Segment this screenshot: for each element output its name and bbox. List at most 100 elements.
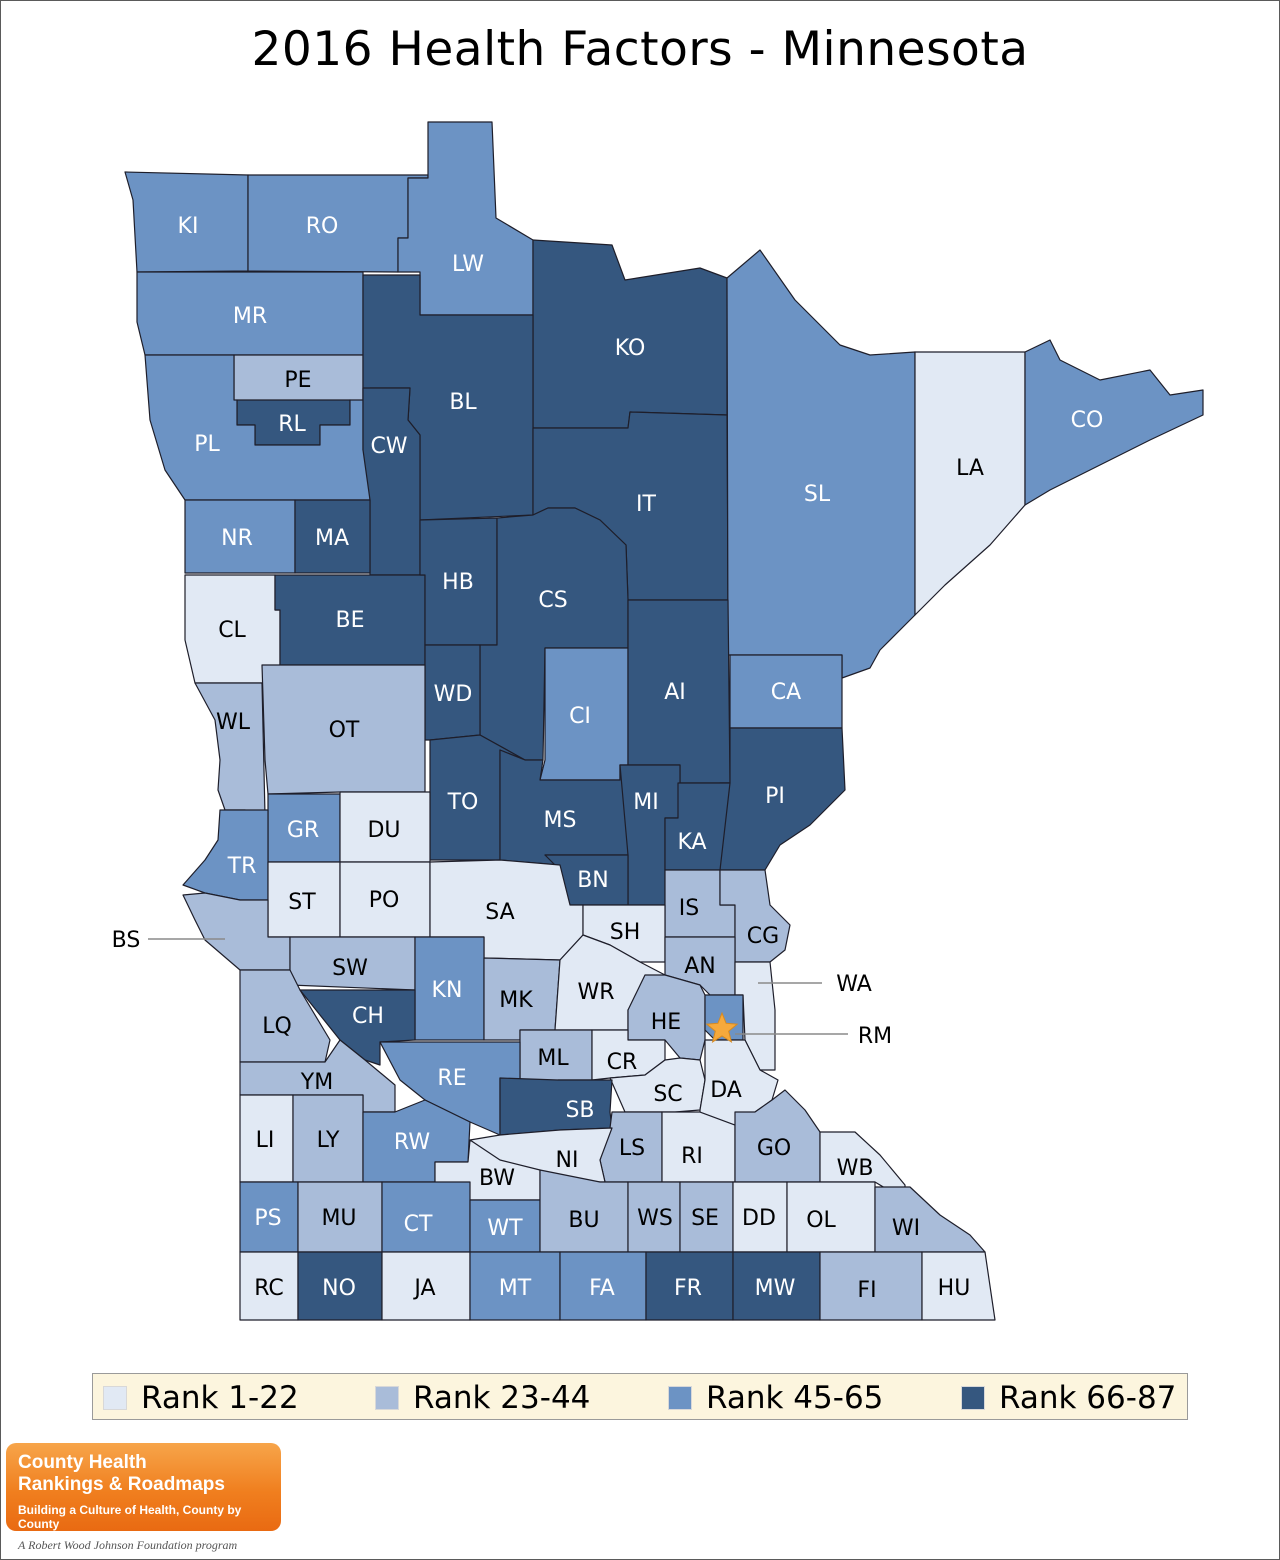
county-label-kn: KN <box>432 978 463 1003</box>
county-label-ma: MA <box>315 526 349 551</box>
legend-item-rank-66-87: Rank 66-87 <box>961 1374 1176 1421</box>
county-label-sl: SL <box>804 482 831 507</box>
county-label-wt: WT <box>487 1216 523 1241</box>
logo-line-2: Rankings & Roadmaps <box>18 1474 225 1495</box>
county-label-ja: JA <box>412 1276 435 1301</box>
county-label-rw: RW <box>394 1130 430 1155</box>
county-label-cr: CR <box>607 1050 638 1075</box>
county-label-co: CO <box>1071 408 1104 433</box>
county-label-ws: WS <box>637 1206 673 1231</box>
county-label-rc: RC <box>254 1276 284 1301</box>
county-label-rm: RM <box>858 1024 892 1049</box>
county-label-be: BE <box>336 608 365 633</box>
logo-line-1: County Health <box>18 1452 147 1473</box>
county-label-an: AN <box>684 954 716 979</box>
county-label-po: PO <box>369 888 400 913</box>
county-label-mr: MR <box>233 304 267 329</box>
legend-swatch-rank-1-22 <box>103 1385 127 1410</box>
county-label-cw: CW <box>370 434 407 459</box>
legend-swatch-rank-66-87 <box>961 1385 985 1410</box>
logo-subtitle: A Robert Wood Johnson Foundation program <box>18 1538 238 1552</box>
county-label-ca: CA <box>771 680 801 705</box>
county-label-ka: KA <box>677 830 706 855</box>
county-label-ai: AI <box>664 680 686 705</box>
county-label-mi: MI <box>633 790 658 815</box>
legend-label: Rank 45-65 <box>706 1379 884 1416</box>
county-label-to: TO <box>447 790 479 815</box>
county-label-ki: KI <box>178 214 199 239</box>
county-label-wd: WD <box>434 682 473 707</box>
legend: Rank 1-22 Rank 23-44 Rank 45-65 Rank 66-… <box>92 1373 1188 1420</box>
county-label-dd: DD <box>742 1206 776 1231</box>
county-label-la: LA <box>956 456 984 481</box>
county-health-rankings-logo: County Health Rankings & Roadmaps Buildi… <box>6 1443 281 1531</box>
county-ch <box>299 989 416 1066</box>
county-label-re: RE <box>437 1066 466 1091</box>
county-label-ro: RO <box>306 214 339 239</box>
county-label-cg: CG <box>747 924 779 949</box>
county-co <box>1024 339 1204 506</box>
county-ko <box>532 239 728 429</box>
county-label-sb: SB <box>565 1098 594 1123</box>
county-label-bs: BS <box>112 928 141 953</box>
county-label-rl: RL <box>278 412 306 437</box>
county-label-hb: HB <box>442 570 474 595</box>
county-label-du: DU <box>367 818 400 843</box>
county-sb <box>499 1077 613 1136</box>
county-label-ps: PS <box>254 1206 281 1231</box>
county-label-ct: CT <box>404 1212 433 1237</box>
county-label-se: SE <box>691 1206 719 1231</box>
county-label-ml: ML <box>537 1046 569 1071</box>
county-label-ri: RI <box>681 1144 703 1169</box>
county-label-pi: PI <box>765 784 785 809</box>
county-label-lq: LQ <box>262 1014 292 1039</box>
county-label-sw: SW <box>332 956 368 981</box>
county-label-pl: PL <box>194 432 220 457</box>
county-label-fa: FA <box>589 1276 615 1301</box>
county-hu <box>921 1251 996 1321</box>
legend-swatch-rank-23-44 <box>375 1385 399 1410</box>
county-ma <box>294 499 371 574</box>
county-label-mw: MW <box>755 1276 796 1301</box>
county-label-ym: YM <box>300 1070 333 1095</box>
county-label-wi: WI <box>892 1216 920 1241</box>
county-label-gr: GR <box>287 818 319 843</box>
county-label-go: GO <box>757 1136 791 1161</box>
county-label-ci: CI <box>569 704 591 729</box>
county-label-fr: FR <box>674 1276 702 1301</box>
legend-item-rank-45-65: Rank 45-65 <box>668 1374 883 1421</box>
capital-star-icon <box>705 1011 739 1043</box>
county-lw <box>397 121 534 316</box>
county-label-hu: HU <box>938 1276 971 1301</box>
county-label-cs: CS <box>538 588 567 613</box>
county-label-wr: WR <box>577 980 614 1005</box>
county-label-ni: NI <box>556 1148 579 1173</box>
county-label-sh: SH <box>610 920 641 945</box>
county-label-ch: CH <box>352 1004 384 1029</box>
legend-label: Rank 66-87 <box>999 1379 1177 1416</box>
legend-swatch-rank-45-65 <box>668 1385 692 1410</box>
county-label-sc: SC <box>653 1082 682 1107</box>
county-label-ko: KO <box>615 336 646 361</box>
county-label-sa: SA <box>485 900 514 925</box>
county-label-ot: OT <box>329 718 360 743</box>
county-label-cl: CL <box>218 618 246 643</box>
county-label-mt: MT <box>499 1276 532 1301</box>
county-label-lw: LW <box>452 252 484 277</box>
county-label-bw: BW <box>479 1166 515 1191</box>
legend-item-rank-1-22: Rank 1-22 <box>103 1374 299 1421</box>
county-label-mk: MK <box>499 988 533 1013</box>
county-label-pe: PE <box>284 368 311 393</box>
legend-label: Rank 23-44 <box>413 1379 591 1416</box>
county-label-nr: NR <box>221 526 253 551</box>
county-label-wl: WL <box>216 710 251 735</box>
map-title: 2016 Health Factors - Minnesota <box>251 22 1029 77</box>
county-label-fi: FI <box>857 1278 876 1303</box>
county-label-bu: BU <box>568 1208 599 1233</box>
county-label-tr: TR <box>227 854 257 879</box>
county-wl <box>194 682 266 816</box>
county-label-wa: WA <box>836 972 872 997</box>
county-label-da: DA <box>710 1078 742 1103</box>
county-label-st: ST <box>288 890 316 915</box>
